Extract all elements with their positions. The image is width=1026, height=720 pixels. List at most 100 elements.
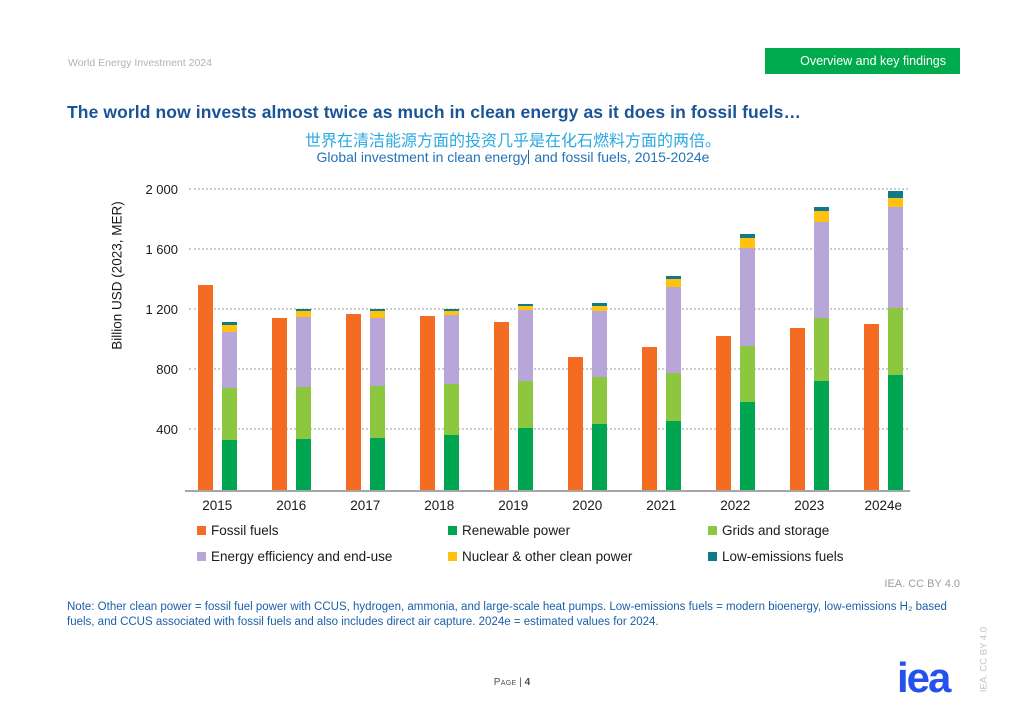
bar-clean-segment-2021 (666, 276, 681, 280)
bar-fossil-2023 (790, 328, 805, 490)
legend-item: Grids and storage (708, 523, 829, 538)
bar-fossil-2018 (420, 316, 435, 490)
bar-clean-segment-2020 (592, 424, 607, 490)
bar-clean-segment-2021 (666, 421, 681, 490)
y-tick-label: 800 (156, 362, 178, 377)
bar-clean-segment-2024e (888, 197, 903, 208)
bar-clean-segment-2023 (814, 318, 829, 381)
bar-clean-segment-2015 (222, 325, 237, 332)
legend-label: Fossil fuels (211, 523, 279, 538)
gridline (189, 248, 908, 250)
bar-clean-segment-2015 (222, 439, 237, 490)
legend-swatch-icon (708, 552, 717, 561)
y-tick-label: 1 600 (145, 242, 178, 257)
legend-item: Renewable power (448, 523, 570, 538)
bar-clean-segment-2016 (296, 309, 311, 311)
bar-clean-segment-2019 (518, 380, 533, 428)
legend-swatch-icon (448, 526, 457, 535)
bar-clean-segment-2016 (296, 316, 311, 387)
bar-fossil-2016 (272, 318, 287, 490)
bar-clean-segment-2019 (518, 310, 533, 381)
x-axis-label: 2024e (864, 498, 903, 513)
x-axis-label: 2023 (794, 498, 825, 513)
page-number: Page | 4 (412, 677, 612, 688)
bar-clean-segment-2018 (444, 434, 459, 490)
legend-item: Fossil fuels (197, 523, 279, 538)
bar-clean-segment-2018 (444, 310, 459, 315)
bar-fossil-2015 (198, 284, 213, 490)
legend-item: Low-emissions fuels (708, 549, 844, 564)
y-tick-label: 400 (156, 422, 178, 437)
x-axis-label: 2016 (276, 498, 307, 513)
legend-swatch-icon (197, 552, 206, 561)
page-title: The world now invests almost twice as mu… (67, 102, 802, 122)
bar-clean-segment-2017 (370, 437, 385, 490)
bar-clean-segment-2019 (518, 306, 533, 310)
bar-clean-segment-2015 (222, 388, 237, 440)
legend-label: Energy efficiency and end-use (211, 549, 393, 564)
legend-swatch-icon (708, 526, 717, 535)
bar-fossil-2022 (716, 335, 731, 490)
bar-clean-segment-2022 (740, 234, 755, 238)
bar-clean-segment-2021 (666, 286, 681, 373)
x-axis-label: 2021 (646, 498, 677, 513)
bar-fossil-2019 (494, 322, 509, 490)
bar-clean-segment-2020 (592, 305, 607, 311)
legend-swatch-icon (197, 526, 206, 535)
chart-title-right: and fossil fuels, 2015-2024e (530, 149, 710, 165)
x-axis-label: 2017 (350, 498, 381, 513)
legend-swatch-icon (448, 552, 457, 561)
x-axis-label: 2018 (424, 498, 455, 513)
bar-clean-segment-2018 (444, 308, 459, 311)
gridline (189, 368, 908, 370)
bar-clean-segment-2024e (888, 307, 903, 376)
y-tick-label: 2 000 (145, 182, 178, 197)
bar-clean-segment-2021 (666, 373, 681, 421)
legend-label: Renewable power (462, 523, 571, 538)
legend-label: Nuclear & other clean power (462, 549, 633, 564)
legend-item: Nuclear & other clean power (448, 549, 632, 564)
bar-clean-segment-2018 (444, 384, 459, 435)
x-axis-label: 2019 (498, 498, 529, 513)
chart-title-editable[interactable]: Global investment in clean energy and fo… (63, 149, 963, 165)
section-badge: Overview and key findings (765, 48, 960, 74)
bar-clean-segment-2023 (814, 380, 829, 490)
bar-fossil-2017 (346, 313, 361, 490)
bar-clean-segment-2023 (814, 211, 829, 223)
bar-fossil-2021 (642, 346, 657, 490)
bar-clean-segment-2020 (592, 303, 607, 306)
bar-clean-segment-2015 (222, 322, 237, 325)
gridline (189, 308, 908, 310)
bar-clean-segment-2016 (296, 310, 311, 317)
page-separator: | (519, 677, 522, 688)
gridline (189, 188, 908, 190)
bar-clean-segment-2018 (444, 314, 459, 385)
bar-clean-segment-2017 (370, 385, 385, 438)
bar-clean-segment-2019 (518, 427, 533, 490)
footnote: Note: Other clean power = fossil fuel po… (67, 601, 947, 628)
chart-title-left: Global investment in clean energy (316, 149, 528, 165)
y-axis-tick-labels: 400 800 1 200 1 600 2 000 (96, 180, 178, 490)
page-number-value: 4 (524, 677, 531, 688)
bar-clean-segment-2016 (296, 386, 311, 439)
bar-clean-segment-2020 (592, 376, 607, 424)
bar-clean-segment-2017 (370, 310, 385, 318)
document-title: World Energy Investment 2024 (68, 57, 212, 69)
bar-clean-segment-2021 (666, 279, 681, 287)
bar-clean-segment-2023 (814, 222, 829, 319)
legend-label: Low-emissions fuels (722, 549, 844, 564)
y-tick-label: 1 200 (145, 302, 178, 317)
bar-clean-segment-2022 (740, 238, 755, 248)
bar-clean-segment-2022 (740, 346, 755, 402)
bar-clean-segment-2024e (888, 190, 903, 198)
bar-clean-segment-2022 (740, 247, 755, 346)
iea-logo: iea (897, 654, 951, 701)
bar-clean-segment-2017 (370, 308, 385, 311)
text-cursor (528, 150, 530, 164)
x-axis-label: 2015 (202, 498, 233, 513)
page-label: Page (493, 677, 517, 688)
bar-clean-segment-2022 (740, 401, 755, 490)
bar-clean-segment-2015 (222, 331, 237, 388)
x-axis-line (185, 490, 910, 492)
